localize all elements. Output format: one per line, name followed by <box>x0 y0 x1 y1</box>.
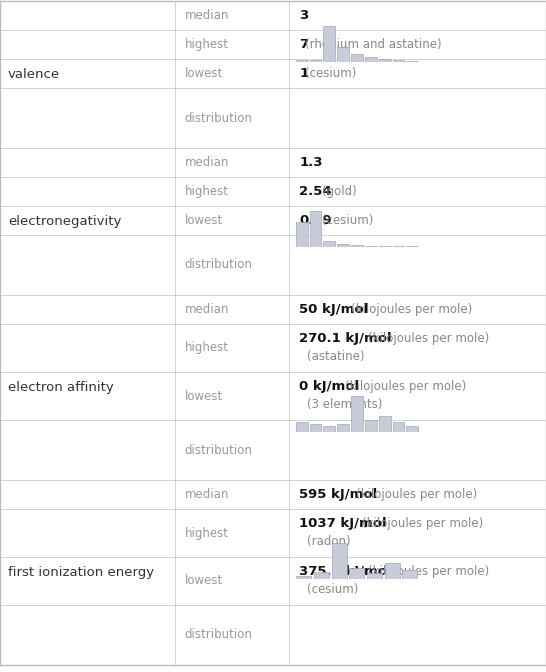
Text: 0.79: 0.79 <box>299 214 332 227</box>
Bar <box>365 57 377 62</box>
Bar <box>310 424 322 432</box>
Bar <box>351 54 363 62</box>
Text: electronegativity: electronegativity <box>8 215 121 228</box>
Bar <box>337 424 349 432</box>
Bar <box>323 425 335 432</box>
Text: (cesium): (cesium) <box>305 67 357 80</box>
Text: lowest: lowest <box>185 214 223 227</box>
Text: highest: highest <box>185 185 229 198</box>
Text: distribution: distribution <box>185 259 253 271</box>
Text: (cesium): (cesium) <box>322 214 373 227</box>
Bar <box>393 60 405 62</box>
Bar <box>296 60 307 62</box>
Bar <box>310 60 322 62</box>
Bar <box>367 573 382 579</box>
Bar <box>406 61 418 62</box>
Text: 375.7 kJ/mol: 375.7 kJ/mol <box>299 565 392 578</box>
Text: lowest: lowest <box>185 575 223 587</box>
Text: 1.3: 1.3 <box>299 156 323 169</box>
Bar <box>379 246 390 247</box>
Bar <box>332 543 347 579</box>
Text: highest: highest <box>185 526 229 540</box>
Text: 50 kJ/mol: 50 kJ/mol <box>299 303 369 316</box>
Bar <box>323 26 335 62</box>
Text: (gold): (gold) <box>322 185 357 198</box>
Text: 2.54: 2.54 <box>299 185 332 198</box>
Text: (cesium): (cesium) <box>307 583 359 596</box>
Text: median: median <box>185 488 229 501</box>
Text: (kilojoules per mole): (kilojoules per mole) <box>357 488 478 501</box>
Text: (kilojoules per mole): (kilojoules per mole) <box>345 380 466 393</box>
Bar <box>351 396 363 432</box>
Bar <box>393 246 405 247</box>
Bar <box>406 425 418 432</box>
Text: (astatine): (astatine) <box>307 350 365 363</box>
Text: 1037 kJ/mol: 1037 kJ/mol <box>299 517 387 530</box>
Text: lowest: lowest <box>185 67 223 80</box>
Text: first ionization energy: first ionization energy <box>8 566 154 579</box>
Bar <box>379 59 390 62</box>
Text: (rhenium and astatine): (rhenium and astatine) <box>305 38 442 51</box>
Text: distribution: distribution <box>185 628 253 642</box>
Bar <box>385 563 400 579</box>
Text: highest: highest <box>185 341 229 355</box>
Text: lowest: lowest <box>185 390 223 403</box>
Text: 7: 7 <box>299 38 308 51</box>
Text: 3: 3 <box>299 9 308 22</box>
Text: electron affinity: electron affinity <box>8 381 114 394</box>
Text: distribution: distribution <box>185 112 253 124</box>
Bar <box>337 244 349 247</box>
Bar <box>296 222 307 247</box>
Bar <box>406 246 418 247</box>
Text: 0 kJ/mol: 0 kJ/mol <box>299 380 359 393</box>
Text: (radon): (radon) <box>307 535 351 548</box>
Bar <box>365 245 377 247</box>
Text: (kilojoules per mole): (kilojoules per mole) <box>351 303 472 316</box>
Bar <box>296 423 307 432</box>
Text: (3 elements): (3 elements) <box>307 398 383 411</box>
Bar <box>402 570 418 579</box>
Text: (kilojoules per mole): (kilojoules per mole) <box>368 565 489 578</box>
Bar <box>337 46 349 62</box>
Text: (kilojoules per mole): (kilojoules per mole) <box>362 517 483 530</box>
Bar <box>323 241 335 247</box>
Bar <box>379 416 390 432</box>
Bar <box>393 423 405 432</box>
Bar <box>314 572 329 579</box>
Text: valence: valence <box>8 68 60 81</box>
Text: median: median <box>185 303 229 316</box>
Text: median: median <box>185 156 229 169</box>
Text: 1: 1 <box>299 67 308 80</box>
Bar <box>365 420 377 432</box>
Text: median: median <box>185 9 229 22</box>
Text: (kilojoules per mole): (kilojoules per mole) <box>368 332 489 345</box>
Text: distribution: distribution <box>185 444 253 456</box>
Text: 270.1 kJ/mol: 270.1 kJ/mol <box>299 332 392 345</box>
Text: 595 kJ/mol: 595 kJ/mol <box>299 488 378 501</box>
Bar <box>310 211 322 247</box>
Bar <box>349 569 365 579</box>
Bar <box>351 245 363 247</box>
Bar <box>296 576 311 579</box>
Text: highest: highest <box>185 38 229 51</box>
